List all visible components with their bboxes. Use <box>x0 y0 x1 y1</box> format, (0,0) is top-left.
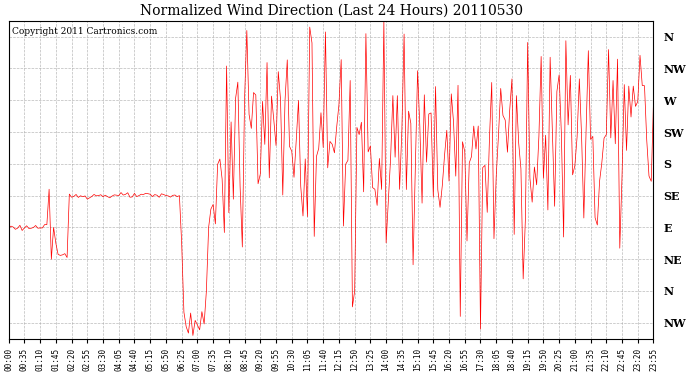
Text: Copyright 2011 Cartronics.com: Copyright 2011 Cartronics.com <box>12 27 157 36</box>
Title: Normalized Wind Direction (Last 24 Hours) 20110530: Normalized Wind Direction (Last 24 Hours… <box>139 4 522 18</box>
